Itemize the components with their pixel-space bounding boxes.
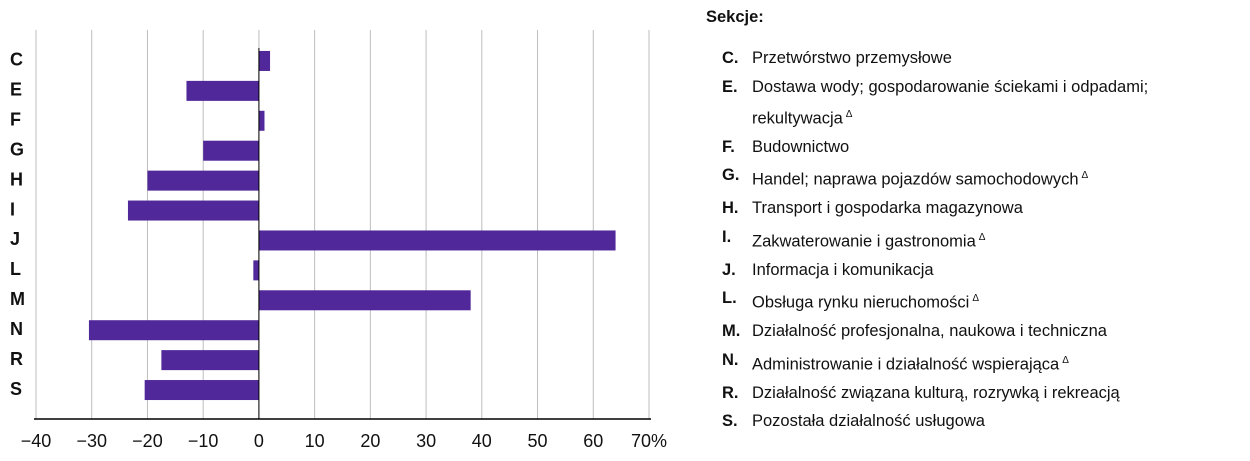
bar (147, 170, 259, 191)
legend-code: H. (722, 199, 739, 217)
legend-title: Sekcje: (706, 8, 764, 26)
legend-item: G. Handel; naprawa pojazdów samochodowych… (706, 162, 1246, 194)
legend-label: Pozostała działalność usługowa (752, 408, 1246, 435)
legend-code: I. (722, 227, 732, 246)
y-tick-label: R (10, 349, 23, 369)
x-tick-label: 30 (416, 431, 436, 451)
y-tick-label: S (10, 379, 22, 399)
legend-label: Obsługa rynku nieruchomości Δ (752, 285, 1246, 317)
y-tick-label: H (10, 169, 23, 189)
legend-text: Handel; naprawa pojazdów samochodowych (752, 170, 1079, 189)
y-tick-label: F (10, 110, 21, 130)
legend-item: H. Transport i gospodarka magazynowa (706, 195, 1246, 222)
bar (253, 260, 259, 281)
legend-label: Administrowanie i działalność wspierając… (752, 347, 1246, 379)
legend-label: Handel; naprawa pojazdów samochodowych Δ (752, 162, 1246, 194)
x-tick-label: 60 (583, 431, 603, 451)
legend-code: G. (722, 166, 740, 184)
legend-code: L. (722, 289, 737, 307)
legend-code: N. (722, 350, 739, 369)
legend-label: Przetwórstwo przemysłowe (752, 45, 1246, 72)
legend-note: Δ (845, 108, 853, 120)
x-tick-label: 50 (528, 431, 548, 451)
legend: Sekcje: C. Przetwórstwo przemysłowe E. Dost… (706, 8, 1246, 437)
legend-item: L. Obsługa rynku nieruchomości Δ (706, 285, 1246, 317)
x-tick-label: 20 (360, 431, 380, 451)
x-tick-label: 10 (305, 431, 325, 451)
legend-item: J. Informacja i komunikacja (706, 257, 1246, 284)
legend-item: N. Administrowanie i działalność wspieraj… (706, 347, 1246, 379)
legend-text: Obsługa rynku nieruchomości (752, 293, 970, 312)
legend-text: Informacja i komunikacja (752, 260, 934, 279)
legend-label: Działalność związana kulturą, rozrywką i… (752, 380, 1246, 407)
legend-item: C. Przetwórstwo przemysłowe (706, 45, 1246, 72)
legend-label: Budownictwo (752, 134, 1246, 161)
bar (258, 110, 265, 131)
x-tick-label: 0 (254, 431, 264, 451)
legend-item: I. Zakwaterowanie i gastronomia Δ (706, 224, 1246, 256)
legend-item: F. Budownictwo (706, 134, 1246, 161)
legend-code: M. (722, 322, 741, 340)
legend-code: R. (722, 383, 739, 402)
bar (203, 140, 259, 161)
legend-code: C. (722, 49, 739, 67)
bar (258, 290, 471, 311)
legend-text: rekultywacja (752, 109, 843, 127)
x-tick-label: 40 (472, 431, 492, 451)
legend-code: E. (722, 77, 738, 96)
y-tick-label: L (10, 259, 21, 279)
legend-item: S. Pozostała działalność usługowa (706, 408, 1246, 435)
legend-text: Budownictwo (752, 137, 850, 156)
legend-code: F. (722, 137, 735, 156)
bar (161, 350, 259, 371)
bar (258, 230, 616, 251)
bar (127, 200, 259, 221)
legend-code: J. (722, 260, 736, 279)
y-tick-label: M (10, 289, 25, 309)
legend-text: Przetwórstwo przemysłowe (752, 49, 952, 67)
bar (144, 380, 259, 401)
x-tick-label: −10 (188, 431, 219, 451)
legend-item: R. Działalność związana kulturą, rozrywką… (706, 380, 1246, 407)
legend-text: Zakwaterowanie i gastronomia (752, 232, 976, 250)
y-tick-label: I (10, 199, 15, 219)
legend-label: Transport i gospodarka magazynowa (752, 195, 1246, 222)
x-tick-label: −20 (132, 431, 163, 451)
legend-text: Działalność związana kulturą, rozrywką i… (752, 383, 1120, 402)
y-tick-label: E (10, 80, 22, 100)
legend-code: S. (722, 412, 738, 430)
legend-label: Dostawa wody; gospodarowanie ściekami i … (752, 74, 1246, 101)
legend-label: Informacja i komunikacja (752, 257, 1246, 284)
legend-text: Administrowanie i działalność wspierając… (752, 355, 1060, 373)
bar (258, 50, 271, 71)
legend-text: Transport i gospodarka magazynowa (752, 199, 1023, 217)
legend-text: Dostawa wody; gospodarowanie ściekami i … (752, 77, 1149, 96)
legend-text: Działalność profesjonalna, naukowa i tec… (752, 322, 1107, 340)
legend-label: Zakwaterowanie i gastronomia Δ (752, 224, 1246, 256)
x-tick-label: −40 (21, 431, 52, 451)
legend-note: Δ (978, 231, 986, 243)
legend-note: Δ (1062, 354, 1069, 366)
y-tick-label: G (10, 139, 24, 159)
y-tick-label: J (10, 229, 20, 249)
legend-note: Δ (1081, 170, 1089, 181)
legend-note: Δ (972, 293, 980, 304)
y-tick-label: C (10, 50, 23, 70)
bar (186, 80, 259, 101)
legend-item: M. Działalność profesjonalna, naukowa i t… (706, 318, 1246, 345)
legend-label: rekultywacja Δ (752, 101, 1246, 133)
legend-item: E. Dostawa wody; gospodarowanie ściekami … (706, 74, 1246, 133)
bar (88, 320, 259, 341)
legend-text: Pozostała działalność usługowa (752, 412, 985, 430)
legend-label: Działalność profesjonalna, naukowa i tec… (752, 318, 1246, 345)
x-tick-label: 70% (631, 431, 667, 451)
x-tick-label: −30 (76, 431, 107, 451)
y-tick-label: N (10, 319, 23, 339)
